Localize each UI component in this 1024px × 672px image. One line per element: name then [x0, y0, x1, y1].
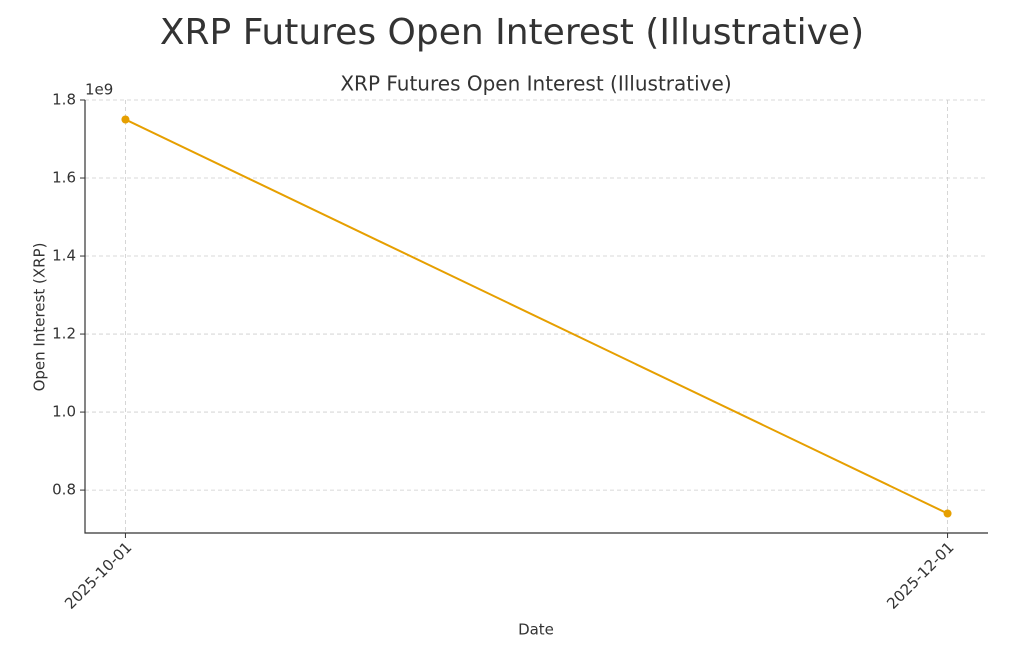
y-tick-label: 1.6 — [52, 169, 76, 187]
y-tick-label: 1.4 — [52, 247, 76, 265]
y-tick-label: 0.8 — [52, 481, 76, 499]
y-axis-label: Open Interest (XRP) — [31, 243, 49, 392]
point — [943, 509, 952, 518]
x-tick-label: 2025-12-01 — [883, 538, 957, 612]
x-axis-label: Date — [518, 621, 554, 639]
chart-subtitle: XRP Futures Open Interest (Illustrative) — [340, 72, 731, 96]
y-tick-label: 1.8 — [52, 91, 76, 109]
chart-title: XRP Futures Open Interest (Illustrative) — [160, 12, 864, 53]
y-tick-label: 1.2 — [52, 325, 76, 343]
y-tick-label: 1.0 — [52, 403, 76, 421]
point — [121, 115, 130, 124]
x-tick-label: 2025-10-01 — [61, 538, 135, 612]
y-offset-label: 1e9 — [85, 81, 113, 99]
axes — [84, 100, 988, 534]
line — [125, 118, 948, 515]
